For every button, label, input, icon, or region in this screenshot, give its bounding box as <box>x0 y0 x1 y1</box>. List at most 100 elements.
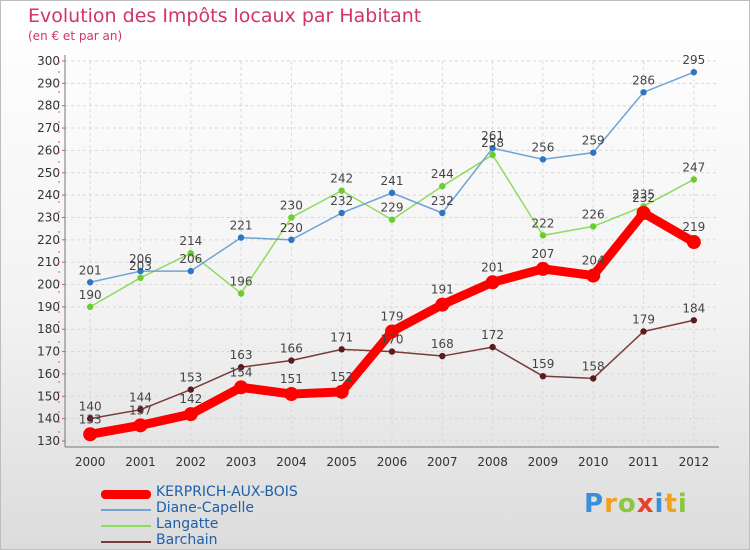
legend-label-2: Langatte <box>156 516 219 532</box>
data-label-1-2005: 232 <box>330 194 353 208</box>
point-3-2008 <box>489 343 496 351</box>
grid <box>65 60 719 442</box>
data-label-1-2003: 221 <box>230 219 253 233</box>
y-tick-130: 130 <box>37 434 60 448</box>
point-1-2003 <box>237 234 245 241</box>
point-1-2011 <box>640 89 647 96</box>
point-0-2002 <box>183 407 198 422</box>
data-label-0-2002: 142 <box>179 392 202 406</box>
point-2-2002 <box>187 250 194 257</box>
data-label-1-2000: 201 <box>79 263 102 277</box>
x-tick-2007: 2007 <box>427 455 458 469</box>
point-0-2000 <box>83 427 98 442</box>
x-tick-2000: 2000 <box>75 455 106 469</box>
data-label-1-2004: 220 <box>280 221 303 235</box>
point-2-2007 <box>439 182 446 190</box>
point-1-2012 <box>690 68 698 76</box>
point-3-2000 <box>86 415 94 422</box>
data-label-1-2002: 206 <box>179 252 202 266</box>
data-label-3-2009: 159 <box>531 357 554 371</box>
data-label-3-2001: 144 <box>129 391 152 405</box>
data-label-3-2005: 171 <box>330 330 353 344</box>
data-label-2-2010: 226 <box>582 207 605 221</box>
y-tick-200: 200 <box>37 278 60 292</box>
logo-letter-5: t <box>664 489 678 519</box>
point-0-2011 <box>636 206 651 220</box>
y-tick-220: 220 <box>37 233 60 247</box>
x-tick-2002: 2002 <box>175 455 206 469</box>
point-2-2004 <box>288 214 295 221</box>
point-0-2001 <box>133 418 148 433</box>
y-tick-210: 210 <box>37 255 60 269</box>
point-1-2004 <box>288 236 295 244</box>
data-label-2-2012: 247 <box>682 160 705 174</box>
point-3-2009 <box>539 372 547 380</box>
data-label-1-2001: 206 <box>129 252 152 266</box>
point-1-2006 <box>388 189 396 197</box>
legend-label-3: Barchain <box>156 532 218 548</box>
data-label-3-2011: 179 <box>632 312 655 326</box>
point-0-2006 <box>385 324 399 339</box>
data-label-2-2007: 244 <box>431 167 454 181</box>
data-label-1-2009: 256 <box>531 140 554 154</box>
data-label-2-2008: 258 <box>481 136 504 150</box>
axes: 130 140 150 160 170 180 190 200 210 220 230 240 250 2… <box>37 54 719 469</box>
point-1-2000 <box>86 279 94 286</box>
point-0-2003 <box>234 380 249 395</box>
point-1-2007 <box>439 209 446 217</box>
legend-swatch-1 <box>101 509 151 511</box>
data-label-2-2004: 230 <box>280 198 303 212</box>
data-label-3-2008: 172 <box>481 328 504 342</box>
logo-letter-3: x <box>636 489 655 519</box>
data-label-2-2000: 190 <box>79 288 102 302</box>
data-label-0-2007: 191 <box>431 283 454 297</box>
logo-letter-4: i <box>654 489 665 519</box>
x-tick-2008: 2008 <box>477 455 508 469</box>
logo-letter-2: o <box>617 489 637 519</box>
point-1-2010 <box>590 149 597 156</box>
x-tick-2003: 2003 <box>226 455 257 469</box>
point-1-2009 <box>539 156 547 163</box>
data-label-0-2008: 201 <box>481 260 504 274</box>
data-label-1-2007: 232 <box>431 194 454 208</box>
y-tick-180: 180 <box>37 322 60 336</box>
point-1-2008 <box>489 144 496 152</box>
x-tick-2006: 2006 <box>377 455 408 469</box>
y-tick-150: 150 <box>37 389 60 403</box>
point-2-2010 <box>590 223 597 230</box>
point-2-2000 <box>86 303 94 311</box>
point-0-2009 <box>535 261 550 276</box>
legend-swatch-3 <box>101 541 151 543</box>
y-tick-230: 230 <box>37 210 60 224</box>
point-1-2001 <box>137 267 144 275</box>
y-tick-170: 170 <box>37 345 60 359</box>
y-tick-290: 290 <box>37 76 60 90</box>
legend-label-1: Diane-Capelle <box>156 500 255 516</box>
x-tick-2012: 2012 <box>679 455 710 469</box>
x-tick-2004: 2004 <box>276 455 307 469</box>
point-3-2007 <box>439 352 446 360</box>
legend-swatch-2 <box>101 525 151 527</box>
data-label-1-2008: 261 <box>481 129 504 143</box>
data-label-3-2012: 184 <box>682 301 705 315</box>
point-2-2005 <box>338 187 345 194</box>
point-0-2004 <box>284 387 299 402</box>
point-1-2002 <box>187 267 194 275</box>
data-label-3-2010: 158 <box>582 359 605 373</box>
data-label-3-2006: 170 <box>381 333 404 347</box>
point-3-2004 <box>288 357 295 364</box>
data-label-3-2007: 168 <box>431 337 454 351</box>
point-2-2001 <box>137 274 144 282</box>
legend-swatch-0 <box>101 489 151 499</box>
data-label-0-2006: 179 <box>381 309 404 323</box>
point-0-2012 <box>686 235 701 250</box>
data-label-1-2010: 259 <box>582 134 605 148</box>
data-label-3-2002: 153 <box>179 371 202 385</box>
y-tick-260: 260 <box>37 143 60 157</box>
legend-label-0: KERPRICH-AUX-BOIS <box>156 484 298 500</box>
x-tick-2001: 2001 <box>125 455 156 469</box>
data-label-3-2004: 166 <box>280 342 303 356</box>
data-label-3-2003: 163 <box>230 348 253 362</box>
y-tick-190: 190 <box>37 300 60 314</box>
